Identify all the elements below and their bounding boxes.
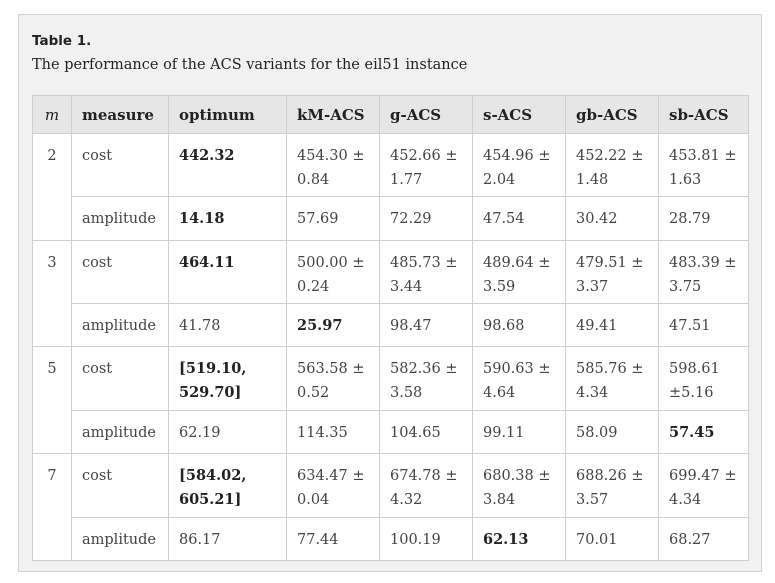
measure-cell: amplitude	[71, 409, 169, 454]
header-sb-acs: sb-ACS	[658, 95, 749, 134]
m-value: 3	[32, 239, 72, 347]
m-value: 7	[32, 453, 72, 561]
km-acs-cell: 25.97	[286, 303, 380, 347]
s-acs-cell: 47.54	[472, 196, 566, 241]
optimum-cell: 14.18	[168, 196, 287, 241]
g-acs-cell: 674.78 ± 4.32	[379, 453, 473, 518]
sb-acs-cell: 598.61 ±5.16	[658, 346, 749, 411]
optimum-cell: [519.10, 529.70]	[168, 346, 287, 411]
g-acs-cell: 104.65	[379, 409, 473, 454]
header-s-acs: s-ACS	[472, 95, 566, 134]
s-acs-cell: 454.96 ± 2.04	[472, 132, 566, 197]
table-row: amplitude 62.19 114.35 104.65 99.11 58.0…	[33, 409, 749, 454]
km-acs-cell: 57.69	[286, 196, 380, 241]
measure-cell: cost	[71, 453, 169, 518]
optimum-cell: [584.02, 605.21]	[168, 453, 287, 518]
measure-cell: cost	[71, 132, 169, 197]
table-figure: Table 1. The performance of the ACS vari…	[18, 14, 762, 572]
measure-cell: amplitude	[71, 303, 169, 347]
gb-acs-cell: 49.41	[565, 303, 659, 347]
g-acs-cell: 100.19	[379, 516, 473, 561]
table-row: 5 cost [519.10, 529.70] 563.58 ± 0.52 58…	[32, 346, 749, 454]
header-measure: measure	[71, 95, 169, 134]
sb-acs-cell: 453.81 ± 1.63	[658, 132, 749, 197]
s-acs-cell: 62.13	[472, 516, 566, 561]
optimum-cell: 41.78	[168, 303, 287, 347]
km-acs-cell: 77.44	[286, 516, 380, 561]
s-acs-cell: 680.38 ± 3.84	[472, 453, 566, 518]
km-acs-cell: 634.47 ± 0.04	[286, 453, 380, 518]
results-table: m measure optimum kM-ACS g-ACS s-ACS gb-…	[32, 95, 749, 561]
header-m: m	[32, 95, 72, 134]
sb-acs-cell: 699.47 ± 4.34	[658, 453, 749, 518]
s-acs-cell: 98.68	[472, 303, 566, 347]
g-acs-cell: 452.66 ± 1.77	[379, 132, 473, 197]
measure-cell: cost	[71, 346, 169, 411]
g-acs-cell: 582.36 ± 3.58	[379, 346, 473, 411]
measure-cell: cost	[71, 239, 169, 304]
gb-acs-cell: 70.01	[565, 516, 659, 561]
sb-acs-cell: 68.27	[658, 516, 749, 561]
table-row: amplitude 86.17 77.44 100.19 62.13 70.01…	[33, 516, 749, 561]
optimum-cell: 442.32	[168, 132, 287, 197]
header-g-acs: g-ACS	[379, 95, 473, 134]
gb-acs-cell: 479.51 ± 3.37	[565, 239, 659, 304]
g-acs-cell: 72.29	[379, 196, 473, 241]
table-row: 7 cost [584.02, 605.21] 634.47 ± 0.04 67…	[32, 453, 749, 561]
header-gb-acs: gb-ACS	[565, 95, 659, 134]
measure-cell: amplitude	[71, 516, 169, 561]
g-acs-cell: 98.47	[379, 303, 473, 347]
gb-acs-cell: 688.26 ± 3.57	[565, 453, 659, 518]
sb-acs-cell: 28.79	[658, 196, 749, 241]
km-acs-cell: 500.00 ± 0.24	[286, 239, 380, 304]
s-acs-cell: 590.63 ± 4.64	[472, 346, 566, 411]
gb-acs-cell: 452.22 ± 1.48	[565, 132, 659, 197]
table-row: amplitude 41.78 25.97 98.47 98.68 49.41 …	[33, 303, 749, 347]
gb-acs-cell: 585.76 ± 4.34	[565, 346, 659, 411]
table-row: 3 cost 464.11 500.00 ± 0.24 485.73 ± 3.4…	[32, 239, 749, 347]
sb-acs-cell: 47.51	[658, 303, 749, 347]
s-acs-cell: 99.11	[472, 409, 566, 454]
header-optimum: optimum	[168, 95, 287, 134]
table-caption: The performance of the ACS variants for …	[32, 57, 468, 73]
g-acs-cell: 485.73 ± 3.44	[379, 239, 473, 304]
measure-cell: amplitude	[71, 196, 169, 241]
km-acs-cell: 563.58 ± 0.52	[286, 346, 380, 411]
s-acs-cell: 489.64 ± 3.59	[472, 239, 566, 304]
sb-acs-cell: 57.45	[658, 409, 749, 454]
optimum-cell: 464.11	[168, 239, 287, 304]
m-value: 5	[32, 346, 72, 454]
gb-acs-cell: 30.42	[565, 196, 659, 241]
km-acs-cell: 114.35	[286, 409, 380, 454]
optimum-cell: 62.19	[168, 409, 287, 454]
optimum-cell: 86.17	[168, 516, 287, 561]
gb-acs-cell: 58.09	[565, 409, 659, 454]
header-km-acs: kM-ACS	[286, 95, 380, 134]
table-row: amplitude 14.18 57.69 72.29 47.54 30.42 …	[33, 196, 749, 241]
table-label: Table 1.	[32, 33, 92, 49]
m-value: 2	[32, 133, 72, 241]
table-row: 2 cost 442.32 454.30 ± 0.84 452.66 ± 1.7…	[32, 132, 749, 241]
km-acs-cell: 454.30 ± 0.84	[286, 132, 380, 197]
table-header-row: m measure optimum kM-ACS g-ACS s-ACS gb-…	[32, 95, 749, 134]
sb-acs-cell: 483.39 ± 3.75	[658, 239, 749, 304]
